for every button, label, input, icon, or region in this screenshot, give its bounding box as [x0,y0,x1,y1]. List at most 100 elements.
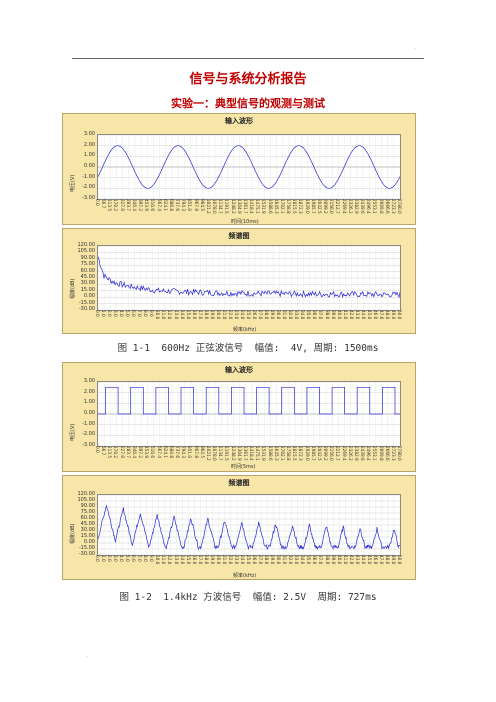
header-rule [72,58,424,59]
x-tick-label: 14.0 [179,555,185,565]
x-tick-label: 1021.2 [205,446,211,461]
x-tick-label: 20.0 [215,310,221,320]
x-tick-label: 794.3 [181,199,187,211]
x-tick-label: 43.0 [354,555,360,565]
x-tick-label: 19.0 [209,310,215,320]
x-tick-label: 2099.2 [323,199,329,214]
x-tick-label: 19.0 [209,555,215,565]
x-tick-label: 1475.1 [255,446,261,461]
x-tick-label: 2666.6 [384,446,390,461]
x-tick-label: 48.0 [384,555,390,565]
x-tick-label: 283.7 [125,446,131,458]
y-tick-label: 45.00 [80,274,95,280]
x-tick-label: 12.0 [167,310,173,320]
y-tick-label: -2.00 [82,184,95,191]
x-tick-label: 1.0 [101,310,107,317]
x-tick-label: 1361.7 [242,446,248,461]
x-tick-label: 1929.0 [304,199,310,214]
y-tick-label: -30.00 [78,306,95,312]
x-tick-label: 1985.7 [310,446,316,461]
footer-dot: . [86,652,88,659]
x-tick-label: 1418.4 [249,446,255,461]
x-tick-label: 1702.1 [279,446,285,461]
y-tick-label: 105.00 [77,497,96,503]
y-tick-label: -15.00 [78,299,95,306]
y-tick-label: -1.00 [82,420,95,427]
x-tick-label: 1702.1 [279,199,285,214]
chart-svg [98,246,400,310]
x-tick-label: 1304.9 [236,199,242,214]
x-tick-label: 340.4 [131,446,137,458]
x-tick-label: 30.0 [276,310,282,320]
y-tick-label: 2.00 [83,141,95,148]
x-tick-label: 1531.9 [261,446,267,461]
x-tick-label: 2269.4 [341,199,347,214]
x-tick-label: 2666.6 [384,199,390,214]
y-tick-label: 3.00 [83,131,95,137]
x-tick-label: 227.0 [119,446,125,458]
x-tick-label: 33.0 [294,555,300,565]
time-panel-2: 输入波形 电压(V) 时间(5ms) 3.00 2.00 1.00 0.00 -1.00… [62,362,416,472]
x-tick-label: 1134.7 [218,446,224,461]
x-tick-label: 2723.3 [390,446,396,461]
x-tick-label: 1191.5 [224,199,230,214]
x-tick-label: 31.0 [282,555,288,565]
x-tick-label: 0.0 [95,555,100,562]
x-tick-label: 44.0 [360,310,366,320]
x-tick-label: 49.0 [390,555,396,565]
y-tick-label: 2.00 [83,388,95,395]
x-tick-label: 1078.0 [212,446,218,461]
x-tick-label: 35.0 [306,555,312,565]
x-tick-label: 26.0 [252,310,258,320]
x-tick-label: 2212.7 [335,446,341,461]
x-tick-label: 5.0 [125,310,131,317]
x-tick-label: 32.0 [288,555,294,565]
y-tick-label: -2.00 [82,431,95,438]
x-tick-label: 43.0 [354,310,360,320]
x-tick-label: 2099.2 [323,446,329,461]
x-tick-label: 1248.2 [230,199,236,214]
x-tick-label: 34.0 [300,310,306,320]
y-tick-label: 90.00 [80,503,95,509]
x-tick-label: 36.0 [312,310,318,320]
x-tick-label: 1531.9 [261,199,267,214]
x-tick-label: 2780.0 [397,446,402,461]
x-tick-label: 30.0 [276,555,282,565]
x-tick-label: 9.0 [149,310,155,317]
x-tick-label: 38.0 [324,310,330,320]
x-tick-label: 25.0 [246,555,251,565]
x-tick-label: 18.0 [203,555,209,565]
x-tick-label: 0.0 [95,310,100,317]
x-axis-label: 频率(kHz) [233,327,257,333]
time-panel-1: 输入波形 电压(V) 时间(10ms) 3.00 2.00 1.00 0.00 -1.0… [62,113,416,225]
x-tick-label: 2382.9 [353,199,359,214]
x-tick-label: 22.0 [227,310,233,320]
x-tick-label: 47.0 [378,555,384,565]
x-tick-label: 18.0 [203,310,209,320]
x-tick-label: 5.0 [125,555,131,562]
x-tick-label: 32.0 [288,310,294,320]
x-tick-label: 2326.2 [347,199,353,214]
y-tick-label: 30.00 [80,527,95,533]
signal-trace [98,504,400,551]
x-tick-label: 1304.9 [236,446,242,461]
x-tick-label: 4.0 [119,555,125,562]
x-tick-label: 453.9 [144,199,150,211]
x-tick-label: 9.0 [149,555,155,562]
y-tick-label: 0.00 [83,410,95,416]
x-tick-label: 38.0 [324,555,330,565]
y-tick-label: -30.00 [78,551,95,557]
y-tick-label: 15.00 [80,533,95,539]
x-tick-label: 29.0 [270,310,276,320]
chart-svg [98,495,400,555]
signal-trace [98,145,400,189]
y-tick-label: -3.00 [82,442,95,448]
x-tick-label: 624.1 [162,199,168,211]
x-tick-label: 567.4 [156,199,162,211]
x-tick-label: 28.0 [264,555,270,565]
x-tick-label: 907.8 [193,446,199,458]
x-tick-label: 17.0 [197,555,203,565]
x-tick-label: 35.0 [306,310,312,320]
y-tick-label: -3.00 [82,195,95,201]
x-axis-label: 时间(10ms) [231,219,259,225]
